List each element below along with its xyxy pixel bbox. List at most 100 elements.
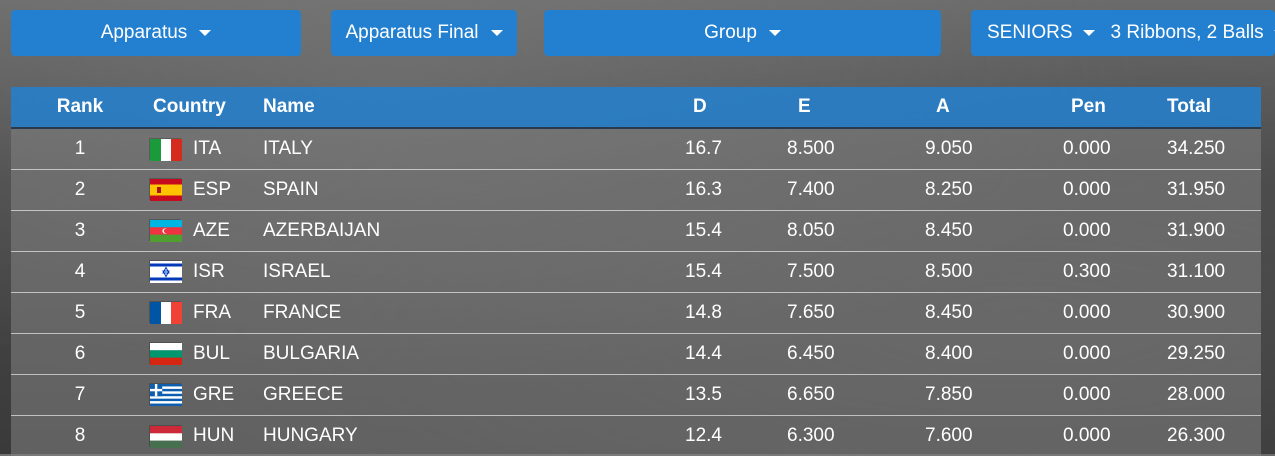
- flag-cell: [149, 292, 193, 333]
- pen-cell: 0.000: [1063, 301, 1111, 323]
- esp-flag-icon: [149, 178, 182, 202]
- table-row[interactable]: 3 AZE AZERBAIJAN 15.4 8.050 8.450 0.000 31.900: [11, 210, 1261, 251]
- table-row[interactable]: 4 ISR ISRAEL 15.4 7.500 8.500 0.300 31.100: [11, 251, 1261, 292]
- header-name[interactable]: Name: [263, 96, 315, 117]
- e-score-cell: 7.500: [787, 260, 835, 282]
- rank-cell: 6: [74, 342, 86, 364]
- d-score-cell: 15.4: [685, 219, 722, 241]
- header-country[interactable]: Country: [153, 96, 226, 117]
- caret-down-icon: [199, 30, 212, 36]
- pen-cell: 0.000: [1063, 219, 1111, 241]
- country-name-cell: ISRAEL: [263, 260, 331, 282]
- d-score-cell: 15.4: [685, 260, 722, 282]
- results-table: Rank Country Name D E A Pen Total 1 ITA IT…: [11, 87, 1261, 456]
- table-row[interactable]: 7 GRE GREECE 13.5 6.650 7.850 0.000 28.000: [11, 374, 1261, 415]
- apparatus-final-label: Apparatus Final: [345, 22, 479, 43]
- country-name-cell: AZERBAIJAN: [263, 219, 381, 241]
- apparatus-dropdown[interactable]: Apparatus: [11, 10, 301, 56]
- gre-flag-icon: [149, 383, 182, 407]
- total-cell: 34.250: [1167, 137, 1226, 159]
- e-score-cell: 8.050: [787, 219, 835, 241]
- country-code-cell: BUL: [193, 342, 230, 364]
- flag-cell: [149, 374, 193, 415]
- d-score-cell: 14.8: [685, 301, 722, 323]
- country-code-cell: ITA: [193, 137, 222, 159]
- country-name-cell: GREECE: [263, 383, 344, 405]
- country-code-cell: ESP: [193, 178, 232, 200]
- country-code-cell: HUN: [193, 424, 235, 446]
- flag-cell: [149, 251, 193, 292]
- country-name-cell: HUNGARY: [263, 424, 358, 446]
- pen-cell: 0.300: [1063, 260, 1111, 282]
- table-row[interactable]: 1 ITA ITALY 16.7 8.500 9.050 0.000 34.250: [11, 128, 1261, 169]
- table-row[interactable]: 6 BUL BULGARIA 14.4 6.450 8.400 0.000 29.250: [11, 333, 1261, 374]
- apparatus-final-dropdown[interactable]: Apparatus Final: [331, 10, 517, 56]
- country-name-cell: ITALY: [263, 137, 313, 159]
- filter-bar: Apparatus Apparatus Final Group SENIORS …: [0, 0, 1275, 60]
- pen-cell: 0.000: [1063, 178, 1111, 200]
- country-code-cell: AZE: [193, 219, 230, 241]
- header-pen[interactable]: Pen: [1071, 96, 1106, 117]
- a-score-cell: 8.400: [925, 342, 973, 364]
- total-cell: 31.900: [1167, 219, 1226, 241]
- caret-down-icon: [768, 30, 781, 36]
- table-row[interactable]: 5 FRA FRANCE 14.8 7.650 8.450 0.000 30.900: [11, 292, 1261, 333]
- a-score-cell: 8.250: [925, 178, 973, 200]
- country-name-cell: BULGARIA: [263, 342, 360, 364]
- d-score-cell: 13.5: [685, 383, 722, 405]
- a-score-cell: 7.600: [925, 424, 973, 446]
- table-row[interactable]: 2 ESP SPAIN 16.3 7.400 8.250 0.000 31.950: [11, 169, 1261, 210]
- d-score-cell: 16.7: [685, 137, 722, 159]
- a-score-cell: 7.850: [925, 383, 973, 405]
- d-score-cell: 16.3: [685, 178, 722, 200]
- flag-cell: [149, 128, 193, 169]
- total-cell: 26.300: [1167, 424, 1226, 446]
- e-score-cell: 6.650: [787, 383, 835, 405]
- country-code-cell: GRE: [193, 383, 235, 405]
- header-rank[interactable]: Rank: [56, 96, 104, 117]
- e-score-cell: 7.400: [787, 178, 835, 200]
- e-score-cell: 8.500: [787, 137, 835, 159]
- rank-cell: 4: [74, 260, 86, 282]
- table-row[interactable]: 8 HUN HUNGARY 12.4 6.300 7.600 0.000 26.300: [11, 415, 1261, 456]
- a-score-cell: 8.500: [925, 260, 973, 282]
- d-score-cell: 14.4: [685, 342, 722, 364]
- bul-flag-icon: [149, 342, 182, 366]
- header-e[interactable]: E: [798, 96, 811, 117]
- total-cell: 31.950: [1167, 178, 1226, 200]
- header-a[interactable]: A: [936, 96, 950, 117]
- pen-cell: 0.000: [1063, 137, 1111, 159]
- caret-down-icon: [1082, 30, 1095, 36]
- fra-flag-icon: [149, 301, 182, 325]
- table-header-row: Rank Country Name D E A Pen Total: [11, 87, 1261, 128]
- pen-cell: 0.000: [1063, 342, 1111, 364]
- country-code-cell: FRA: [193, 301, 231, 323]
- total-cell: 30.900: [1167, 301, 1226, 323]
- rank-cell: 7: [74, 383, 86, 405]
- rank-cell: 5: [74, 301, 86, 323]
- d-score-cell: 12.4: [685, 424, 722, 446]
- isr-flag-icon: [149, 260, 182, 284]
- group-label: Group: [704, 22, 757, 43]
- country-name-cell: FRANCE: [263, 301, 342, 323]
- total-cell: 28.000: [1167, 383, 1226, 405]
- rank-cell: 1: [74, 137, 86, 159]
- aze-flag-icon: [149, 219, 182, 243]
- flag-cell: [149, 415, 193, 456]
- header-total[interactable]: Total: [1167, 96, 1211, 117]
- flag-cell: [149, 333, 193, 374]
- total-cell: 29.250: [1167, 342, 1226, 364]
- a-score-cell: 8.450: [925, 219, 973, 241]
- flag-cell: [149, 210, 193, 251]
- group-dropdown[interactable]: Group: [544, 10, 941, 56]
- apparatus-label: Apparatus: [100, 22, 188, 43]
- header-d[interactable]: D: [693, 96, 707, 117]
- e-score-cell: 7.650: [787, 301, 835, 323]
- ita-flag-icon: [149, 137, 182, 161]
- pen-cell: 0.000: [1063, 424, 1111, 446]
- total-cell: 31.100: [1167, 260, 1226, 282]
- rank-cell: 3: [74, 219, 86, 241]
- category-dropdown[interactable]: SENIORS 3 Ribbons, 2 Balls: [971, 10, 1275, 56]
- a-score-cell: 9.050: [925, 137, 973, 159]
- country-code-cell: ISR: [193, 260, 225, 282]
